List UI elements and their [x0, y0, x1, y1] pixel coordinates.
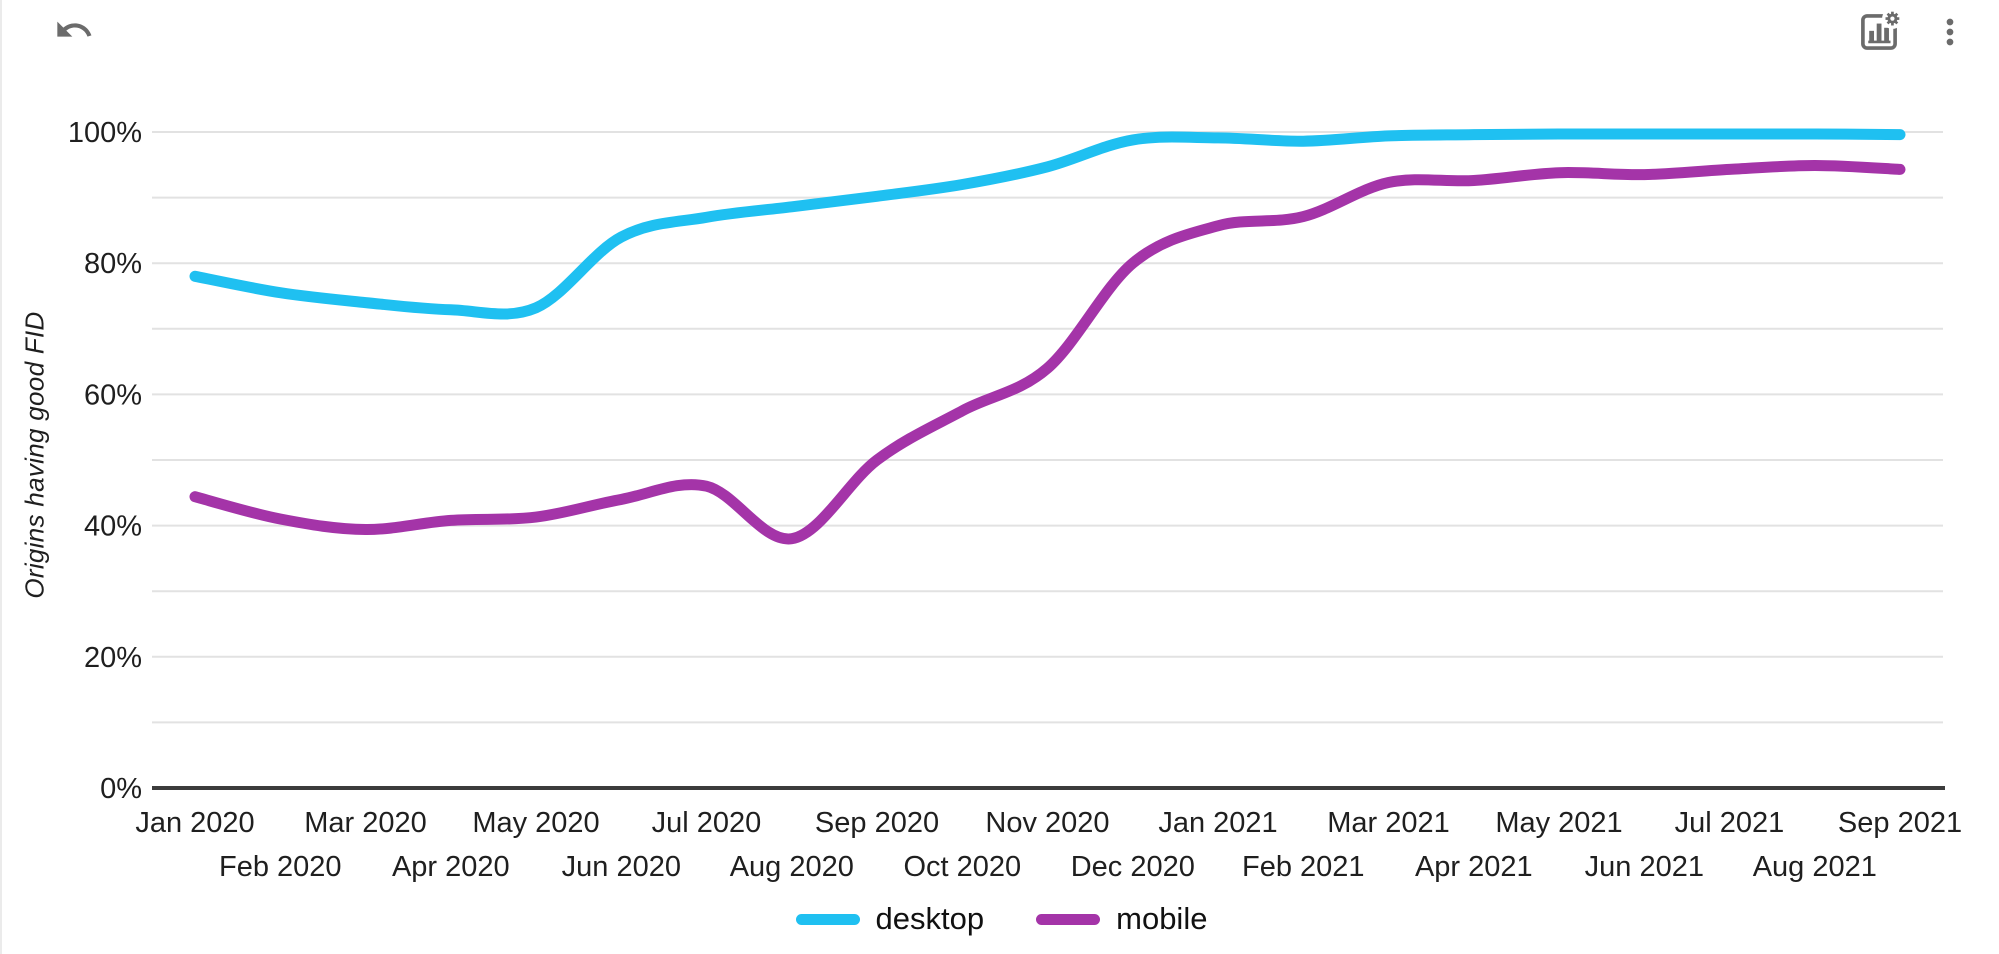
x-axis-tick-label: Jan 2021	[1158, 807, 1277, 839]
chart-plot-area[interactable]	[152, 60, 1943, 788]
undo-arrow-icon	[54, 10, 94, 50]
y-axis-tick-label: 100%	[68, 117, 142, 149]
y-axis-tick-label: 0%	[100, 773, 142, 805]
chart-canvas[interactable]: 0% 20% 40% 60% 80% 100% Jan 2020 Feb 2020 Mar 20…	[2, 0, 1999, 896]
x-axis-tick-label: Dec 2020	[1071, 851, 1195, 883]
legend-item-mobile: mobile	[1036, 901, 1207, 937]
x-axis-tick-label: Aug 2020	[730, 851, 854, 883]
x-axis-tick-label: Jul 2020	[652, 807, 762, 839]
x-axis-tick-label: Oct 2020	[903, 851, 1021, 883]
x-axis-tick-label: Nov 2020	[985, 807, 1109, 839]
overflow-menu-button[interactable]	[1926, 8, 1974, 56]
x-axis-tick-label: Jul 2021	[1675, 807, 1785, 839]
x-axis-tick-label: Mar 2021	[1327, 807, 1450, 839]
x-axis-tick-label: Aug 2021	[1753, 851, 1877, 883]
x-axis-tick-label: Jun 2020	[562, 851, 681, 883]
y-axis-tick-label: 60%	[84, 379, 142, 411]
x-axis-tick-label: Apr 2021	[1415, 851, 1533, 883]
chart-settings-button[interactable]	[1855, 8, 1903, 56]
y-axis-tick-label: 80%	[84, 248, 142, 280]
y-axis-tick-label: 20%	[84, 642, 142, 674]
y-axis-tick-label: 40%	[84, 511, 142, 543]
x-axis-tick-label: Apr 2020	[392, 851, 510, 883]
mobile-series-swatch	[1036, 913, 1101, 925]
mobile-series-label: mobile	[1116, 901, 1208, 936]
x-axis-tick-label: Mar 2020	[304, 807, 427, 839]
x-axis-tick-label: Jun 2021	[1585, 851, 1704, 883]
x-axis-tick-label: May 2020	[472, 807, 599, 839]
x-axis-tick-label: Sep 2021	[1838, 807, 1962, 839]
x-axis-tick-label: Feb 2021	[1242, 851, 1365, 883]
mobile-line	[189, 160, 1906, 545]
chart-settings-icon	[1856, 9, 1902, 55]
undo-button[interactable]	[50, 6, 98, 54]
chart-legend: desktop mobile	[2, 896, 1999, 942]
more-vert-menu-icon	[1930, 12, 1970, 52]
desktop-series-swatch	[795, 913, 860, 925]
x-axis-tick-label: Jan 2020	[135, 807, 254, 839]
desktop-line	[189, 128, 1906, 320]
legend-item-desktop: desktop	[795, 901, 985, 937]
x-axis-tick-label: Feb 2020	[219, 851, 342, 883]
x-axis-tick-label: Sep 2020	[815, 807, 939, 839]
desktop-series-label: desktop	[875, 901, 985, 936]
x-axis-tick-label: May 2021	[1495, 807, 1622, 839]
